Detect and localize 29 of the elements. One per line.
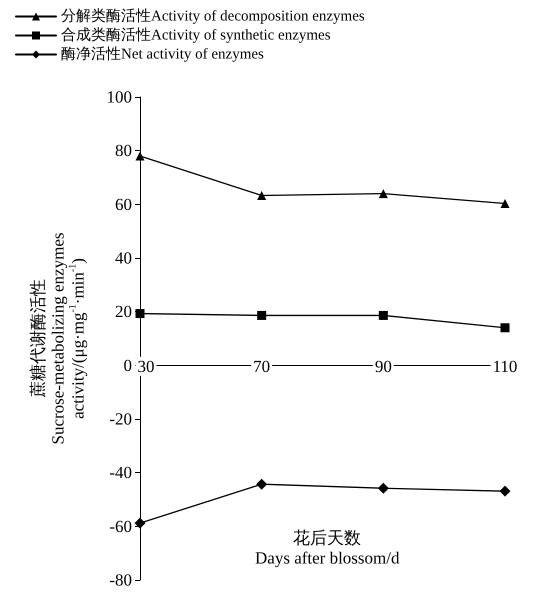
legend-label: 合成类酶活性Activity of synthetic enzymes <box>61 26 331 44</box>
point <box>257 190 266 200</box>
y-tick-label: 80 <box>115 141 132 160</box>
point <box>136 152 144 161</box>
y-tick-label: -40 <box>109 463 132 482</box>
point <box>134 518 146 529</box>
x-tick-label: 70 <box>253 356 270 376</box>
y-tick-label: -60 <box>109 516 132 536</box>
point <box>378 482 389 494</box>
y-tick-label: 20 <box>115 302 132 322</box>
y-tick-label: -20 <box>109 410 132 428</box>
y-tick-label: 60 <box>115 194 132 214</box>
point <box>500 323 510 332</box>
x-tick-label: 110 <box>492 356 518 376</box>
y-tick-label: 40 <box>115 248 132 268</box>
point <box>378 189 388 198</box>
point <box>500 486 510 497</box>
y-tick-label: -80 <box>109 570 132 590</box>
x-tick-label: 90 <box>374 356 392 376</box>
legend-label: 分解类酶活性Activity of decomposition enzymes <box>61 8 365 24</box>
point <box>257 310 266 320</box>
y-tick-label: 0 <box>124 356 132 375</box>
point <box>378 310 388 320</box>
x-axis-title: 花后天数 Days after blossom/d <box>254 528 400 568</box>
point <box>500 199 510 208</box>
legend-label: 酶净活性Net activity of enzymes <box>61 46 264 62</box>
x-tick-label: 30 <box>138 356 154 376</box>
point <box>256 478 268 490</box>
y-tick-label: 100 <box>106 88 132 106</box>
